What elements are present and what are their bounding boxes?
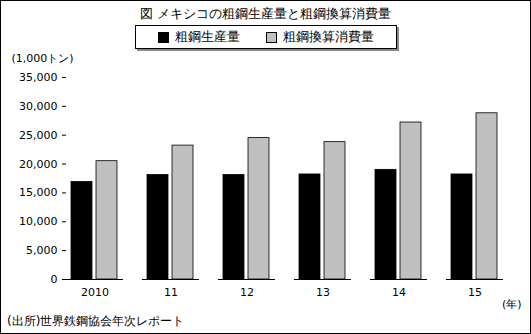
svg-text:14: 14 (392, 286, 406, 299)
svg-text:5,000: 5,000 (26, 244, 58, 257)
html-text:図 メキシコの粗鋼生産量と粗鋼換算消費量: 図 メキシコの粗鋼生産量と粗鋼換算消費量 (139, 6, 392, 21)
html-text:粗鋼換算消費量: 粗鋼換算消費量 (282, 29, 374, 44)
svg-text:(年): (年) (502, 298, 522, 311)
html-text:(出所)世界鉄鋼協会年次レポート: (出所)世界鉄鋼協会年次レポート (7, 314, 185, 328)
svg-text:30,000: 30,000 (19, 100, 58, 113)
svg-text:13: 13 (316, 286, 330, 299)
svg-text:(1,000トン): (1,000トン) (12, 52, 74, 65)
svg-text:15,000: 15,000 (19, 186, 58, 199)
svg-text:25,000: 25,000 (19, 129, 58, 142)
svg-text:15: 15 (468, 286, 482, 299)
svg-text:12: 12 (240, 286, 254, 299)
svg-text:35,000: 35,000 (19, 71, 58, 84)
svg-text:2010: 2010 (81, 286, 109, 299)
html-text:粗鋼生産量: 粗鋼生産量 (174, 29, 240, 44)
svg-text:11: 11 (164, 286, 178, 299)
svg-text:10,000: 10,000 (19, 215, 58, 228)
svg-text:0: 0 (51, 273, 58, 286)
svg-text:20,000: 20,000 (19, 158, 58, 171)
